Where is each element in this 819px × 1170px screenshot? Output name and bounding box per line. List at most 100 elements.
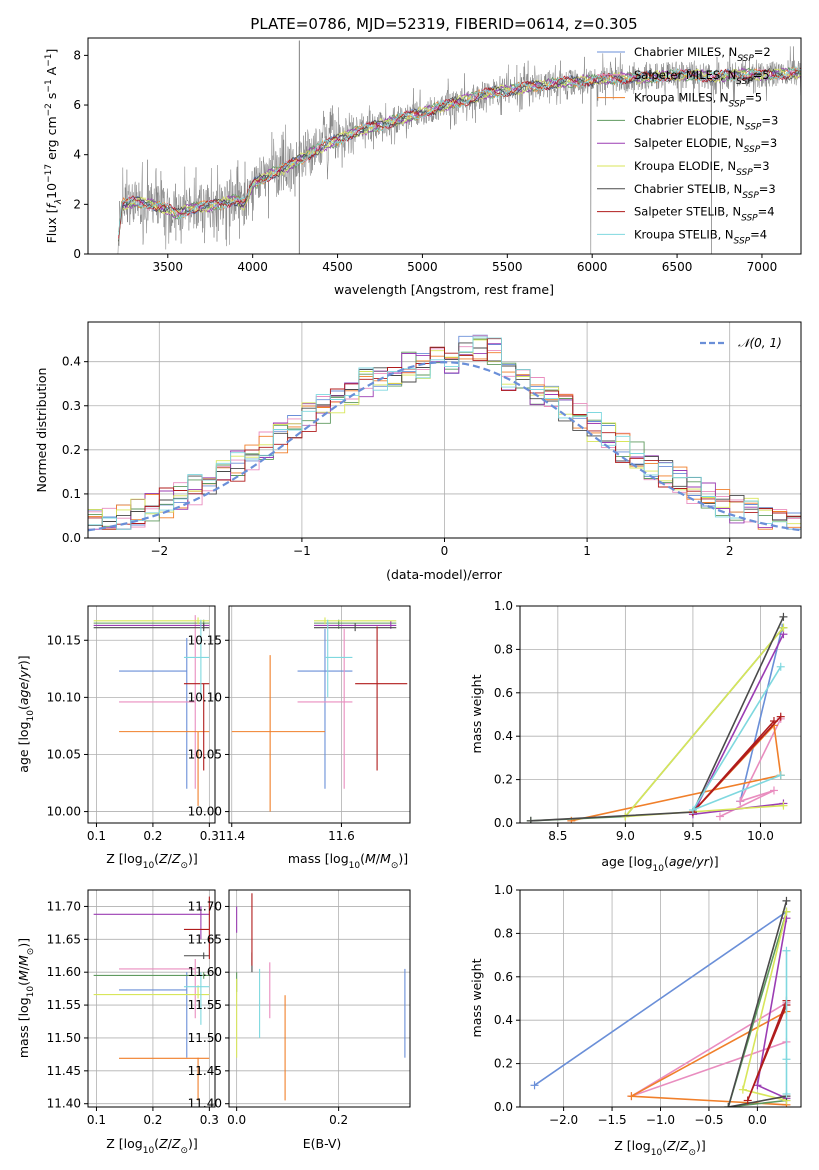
x-tick-label: −0.5 <box>694 1113 723 1127</box>
weight-line-salpeter-elodie <box>756 918 788 1100</box>
x-axis-label: E(B-V) <box>303 1136 342 1151</box>
weight-line-chabrier-elodie <box>727 911 788 1107</box>
plot-area-weight_vs_age <box>520 606 801 823</box>
x-tick-label: −2.0 <box>549 1113 578 1127</box>
y-tick-label: 11.65 <box>188 932 222 946</box>
x-tick-label: 3500 <box>153 260 184 274</box>
histogram-step-salpeter-stelib <box>88 338 801 530</box>
figure-title: PLATE=0786, MJD=52319, FIBERID=0614, z=0… <box>250 15 637 33</box>
x-tick-label: −1 <box>293 544 311 558</box>
x-tick-label: 11.6 <box>328 829 355 843</box>
x-axis-label: Z [log10(Z/Z⊙)] <box>614 1138 706 1158</box>
y-tick-label: 2 <box>73 197 81 211</box>
legend-label: Kroupa ELODIE, NSSP=3 <box>634 159 770 178</box>
axes-frame-age_vs_mass <box>228 605 411 824</box>
y-tick-label: 0.0 <box>494 1100 513 1114</box>
x-tick-label: 0.2 <box>143 1113 162 1127</box>
panel-residuals: −2 −1 0 1 2 0.0 0.1 0.2 0.3 0.4 𝒩(0, 1) (data-model… <box>34 321 802 582</box>
plot-area-mass_vs_ebv <box>229 890 410 1107</box>
y-tick-label: 0.6 <box>494 686 513 700</box>
y-tick-label: 10.05 <box>188 747 222 761</box>
y-tick-label: 6 <box>73 98 81 112</box>
weight-line-salpeter-miles <box>719 718 782 818</box>
plot-area-weight_vs_Z <box>520 890 801 1107</box>
y-tick-label: 0.4 <box>62 355 81 369</box>
x-tick-label: 0.1 <box>87 1113 106 1127</box>
x-tick-label: 6500 <box>662 260 693 274</box>
y-tick-label: 0.6 <box>494 970 513 984</box>
plot-area-mass_vs_Z <box>88 890 215 1107</box>
legend-label: Chabrier ELODIE, NSSP=3 <box>634 113 778 132</box>
legend-label: Kroupa MILES, NSSP=5 <box>634 91 762 110</box>
panel-mass_vs_ebv: 0.0 0.2 11.40 11.45 11.50 11.55 11.60 11.65 11.7… <box>188 889 411 1151</box>
y-axis-label: mass weight <box>469 674 484 753</box>
x-tick-label: 0.1 <box>87 829 106 843</box>
x-axis-label: wavelength [Angstrom, rest frame] <box>334 282 554 297</box>
panel-weight_vs_Z: −2.0 −1.5 −1.0 −0.5 0.0 0.0 0.2 0.4 0.6 0.8 1.0 Z [… <box>469 883 802 1158</box>
x-tick-label: −2 <box>150 544 168 558</box>
y-tick-label: 0.8 <box>494 642 513 656</box>
y-tick-label: 11.40 <box>47 1097 81 1111</box>
y-tick-label: 11.55 <box>188 998 222 1012</box>
y-tick-label: 11.60 <box>47 965 81 979</box>
x-tick-label: 9.0 <box>616 829 635 843</box>
y-tick-label: 0.2 <box>494 773 513 787</box>
legend-label: Salpeter ELODIE, NSSP=3 <box>634 136 777 155</box>
y-tick-label: 11.40 <box>188 1097 222 1111</box>
panel-weight_vs_age: 8.5 9.0 9.5 10.0 0.0 0.2 0.4 0.6 0.8 1.0 age [log1… <box>469 599 802 874</box>
y-tick-label: 10.15 <box>47 633 81 647</box>
weight-line-salpeter-stelib <box>692 716 782 813</box>
normal-curve <box>88 360 801 532</box>
plot-area-age_vs_mass <box>229 606 410 823</box>
x-tick-label: 11.4 <box>218 829 245 843</box>
legend-label: Kroupa STELIB, NSSP=4 <box>634 227 767 246</box>
y-tick-label: 8 <box>73 48 81 62</box>
y-tick-label: 11.65 <box>47 932 81 946</box>
x-axis-label: Z [log10(Z/Z⊙)] <box>106 851 198 871</box>
x-tick-label: 5000 <box>407 260 438 274</box>
y-axis-label: age [log10(age/yr)] <box>16 655 36 772</box>
y-tick-label: 10.15 <box>188 633 222 647</box>
panel-spectrum: 3500 4000 4500 5000 5500 6000 6500 7000 0 2 4 6 8 Cha… <box>44 37 802 297</box>
legend-label: Chabrier MILES, NSSP=2 <box>634 45 771 64</box>
y-tick-label: 0.0 <box>62 531 81 545</box>
weight-line-chabrier-miles <box>534 911 787 1086</box>
y-tick-label: 1.0 <box>494 599 513 613</box>
axes-frame-mass_vs_Z <box>87 889 216 1108</box>
y-tick-label: 11.45 <box>47 1064 81 1078</box>
weight-line-chabrier-miles <box>739 627 783 802</box>
y-tick-label: 10.00 <box>188 805 222 819</box>
y-tick-label: 4 <box>73 148 81 162</box>
y-tick-label: 11.50 <box>47 1031 81 1045</box>
y-tick-label: 10.00 <box>47 805 81 819</box>
x-tick-label: 4000 <box>237 260 268 274</box>
y-tick-label: 0.8 <box>494 926 513 940</box>
x-tick-label: 6000 <box>577 260 608 274</box>
x-tick-label: −1.0 <box>646 1113 675 1127</box>
axes-frame-weight_vs_age <box>519 605 802 824</box>
model-line-salpeter-elodie <box>118 66 801 237</box>
y-axis-label: Flux [fλ10−17 erg cm−2 s−1 A−1] <box>44 49 64 244</box>
x-axis-label: Z [log10(Z/Z⊙)] <box>106 1136 198 1156</box>
plot-area-residuals <box>88 322 801 538</box>
x-tick-label: 0.0 <box>748 1113 767 1127</box>
y-tick-label: 10.10 <box>47 690 81 704</box>
y-axis-label: mass weight <box>469 958 484 1037</box>
x-axis-label: mass [log10(M/M⊙)] <box>288 851 408 871</box>
histogram-step-salpeter-elodie <box>88 343 801 530</box>
axes-frame-spectrum <box>87 37 802 255</box>
weight-line-kroupa-miles <box>571 723 782 822</box>
axes-frame-age_vs_Z <box>87 605 216 824</box>
y-tick-label: 11.60 <box>188 965 222 979</box>
y-tick-label: 0.3 <box>62 399 81 413</box>
x-tick-label: 4500 <box>322 260 353 274</box>
plot-area-age_vs_Z <box>88 606 215 823</box>
legend-label: Chabrier STELIB, NSSP=3 <box>634 182 776 201</box>
y-tick-label: 1.0 <box>494 883 513 897</box>
axes-frame-weight_vs_Z <box>519 889 802 1108</box>
x-tick-label: −1.5 <box>597 1113 626 1127</box>
x-tick-label: 0 <box>441 544 449 558</box>
x-tick-label: 9.5 <box>683 829 702 843</box>
weight-line-chabrier-stelib <box>727 900 788 1107</box>
